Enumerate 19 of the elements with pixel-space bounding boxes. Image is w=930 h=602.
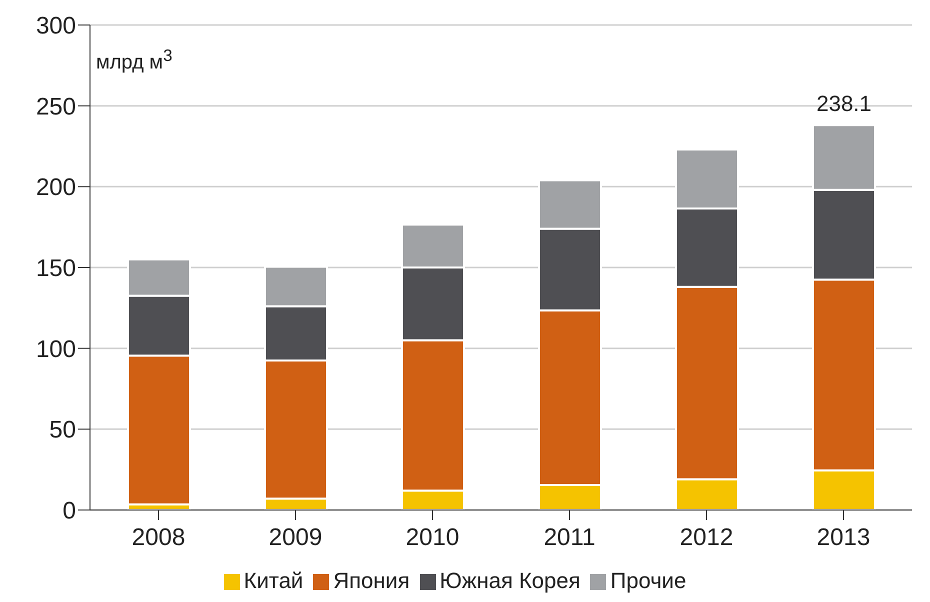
x-tick-label: 2013 xyxy=(816,524,870,552)
y-tick-label: 250 xyxy=(36,93,76,120)
x-tick-label: 2008 xyxy=(132,524,186,552)
y-tick-label: 100 xyxy=(36,336,76,363)
y-tick-label: 150 xyxy=(36,255,76,282)
legend-label: Япония xyxy=(333,568,410,593)
x-tick-label: 2012 xyxy=(680,524,734,552)
y-tick-label: 200 xyxy=(36,174,76,202)
y-tick-label: 50 xyxy=(49,416,76,444)
y-tick-label: 300 xyxy=(36,12,76,40)
legend-label: Южная Корея xyxy=(440,568,580,593)
x-tick-label: 2009 xyxy=(268,524,322,552)
legend-label: Китай xyxy=(244,568,304,593)
total-label: 238.1 xyxy=(816,91,872,116)
y-tick-label: 0 xyxy=(62,498,76,525)
y-axis-title: млрд м$^{3}$ xyxy=(96,46,172,75)
legend-label: Прочие xyxy=(610,568,686,593)
x-tick-label: 2011 xyxy=(544,524,596,552)
x-tick-label: 2010 xyxy=(406,524,460,552)
